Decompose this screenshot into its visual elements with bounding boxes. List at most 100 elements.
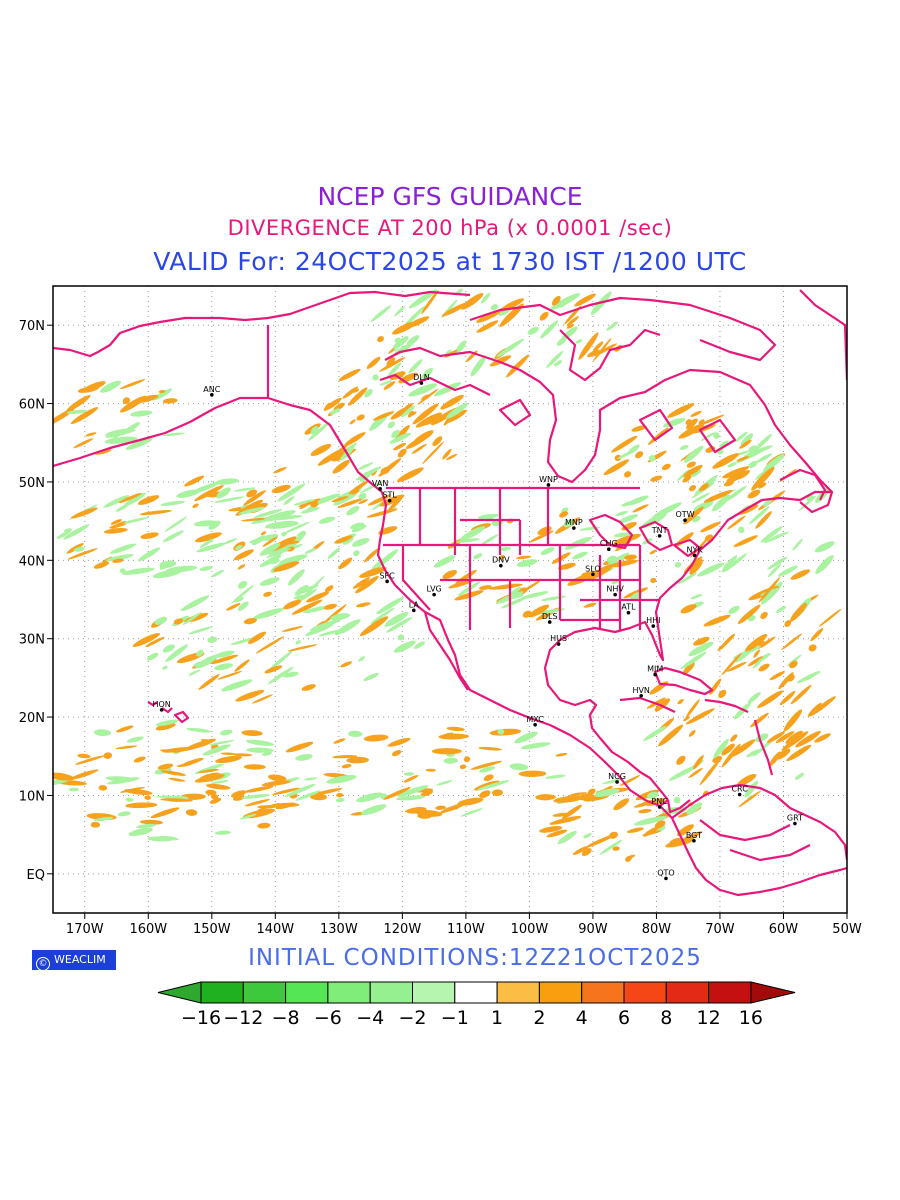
city-marker — [639, 693, 643, 698]
lat-label: 40N — [19, 554, 45, 569]
lat-label: 20N — [19, 711, 45, 726]
city-marker — [793, 821, 797, 826]
city-label: TNT — [651, 526, 668, 535]
city-label: HHI — [646, 616, 660, 625]
city-label: MNP — [565, 518, 583, 527]
city-marker — [387, 498, 392, 503]
colorbar-swatch — [369, 981, 414, 1004]
colorbar-label: 1 — [491, 1007, 503, 1029]
colorbar-label: 12 — [697, 1007, 721, 1029]
colorbar-swatch — [708, 981, 752, 1004]
city-label: PNC — [651, 797, 668, 806]
colorbar-swatch — [623, 981, 667, 1004]
lat-label: 30N — [19, 633, 45, 648]
colorbar-label: −16 — [181, 1007, 221, 1029]
city-marker — [657, 805, 662, 809]
city-label: DNV — [492, 556, 510, 565]
city-label: DLN — [413, 373, 430, 382]
title-field: DIVERGENCE AT 200 hPa (x 0.0001 /sec) — [227, 216, 673, 240]
lon-label: 60W — [769, 922, 799, 937]
colorbar-label: −1 — [441, 1007, 469, 1029]
city-label: NYK — [686, 545, 703, 554]
colorbar-swatch — [496, 981, 540, 1004]
city-marker — [432, 592, 436, 597]
city-label: SFC — [379, 571, 395, 580]
colorbar-label: 4 — [576, 1007, 588, 1029]
colorbar-label: −8 — [272, 1007, 300, 1029]
lon-label: 80W — [642, 922, 672, 937]
lat-label: 60N — [19, 398, 45, 413]
city-label: VAN — [372, 479, 388, 488]
city-marker — [607, 547, 611, 552]
city-marker — [556, 642, 561, 646]
lon-label: 90W — [578, 922, 608, 937]
city-marker — [683, 518, 687, 523]
lat-label: 50N — [19, 476, 45, 491]
city-marker — [653, 672, 657, 677]
colorbar-min-arrow — [157, 981, 202, 1004]
lon-label: 120W — [384, 922, 422, 937]
lat-label: EQ — [27, 868, 45, 883]
city-label: LA — [409, 600, 420, 609]
city-marker — [411, 608, 416, 613]
city-label: BGT — [686, 831, 702, 840]
city-marker — [591, 572, 595, 577]
colorbar-label: 8 — [660, 1007, 672, 1029]
lon-label: 110W — [447, 922, 485, 937]
colorbar-swatch — [538, 981, 583, 1004]
city-marker — [613, 592, 617, 597]
colorbar-swatch — [454, 981, 498, 1004]
city-label: STL — [382, 491, 397, 500]
longitude-labels: 170W 160W 150W 140W 130W 120W 110W 100W 90W 80W 70… — [66, 913, 862, 937]
city-label: HVN — [632, 686, 649, 695]
city-marker — [385, 579, 389, 584]
colorbar-label: 16 — [739, 1007, 763, 1029]
city-label: MXC — [526, 715, 544, 724]
lon-label: 70W — [705, 922, 735, 937]
divergence-contours — [53, 288, 842, 862]
city-marker — [499, 563, 503, 568]
lat-label: 10N — [19, 789, 45, 804]
lon-label: 160W — [129, 922, 167, 937]
city-labels: ANC DLN VAN STL WNP MNP TNT OTW CHG NYK DNV SFC LVG S… — [152, 373, 803, 877]
colorbar-label: −12 — [223, 1007, 263, 1029]
lat-lon-grid — [53, 286, 847, 913]
city-marker — [626, 610, 631, 615]
city-marker — [664, 876, 668, 881]
lon-label: 140W — [256, 922, 294, 937]
city-marker — [378, 487, 382, 491]
city-marker — [210, 393, 214, 397]
colorbar-swatch — [581, 981, 625, 1004]
city-marker — [159, 708, 164, 712]
city-label: LVG — [426, 585, 441, 594]
colorbar-label: 2 — [533, 1007, 545, 1029]
city-label: HUS — [550, 634, 567, 643]
lon-label: 50W — [832, 922, 862, 937]
city-label: DLS — [542, 612, 558, 621]
lon-label: 100W — [511, 922, 549, 937]
city-label: OTW — [675, 510, 694, 519]
lon-label: 130W — [320, 922, 358, 937]
title-valid-time: VALID For: 24OCT2025 at 1730 IST /1200 U… — [153, 247, 747, 276]
title-model: NCEP GFS GUIDANCE — [317, 182, 583, 211]
lon-label: 170W — [66, 922, 104, 937]
colorbar-swatch — [285, 981, 329, 1004]
city-label: WNP — [539, 475, 558, 484]
city-marker — [651, 624, 656, 628]
city-marker — [419, 381, 424, 385]
city-label: NHV — [606, 585, 624, 594]
city-label: ANC — [203, 385, 220, 394]
city-marker — [546, 483, 551, 487]
city-markers — [159, 381, 797, 881]
city-marker — [533, 722, 537, 727]
coastlines-and-borders — [53, 289, 847, 897]
city-marker — [692, 838, 696, 843]
weaclim-badge: © WEACLIM — [32, 950, 116, 971]
latitude-labels: 70N 60N 50N 40N 30N 20N 10N EQ — [19, 319, 53, 883]
city-marker — [692, 553, 697, 558]
colorbar-swatch — [412, 981, 456, 1004]
city-label: HON — [152, 700, 170, 709]
map-frame — [52, 285, 848, 914]
city-marker — [657, 534, 662, 538]
